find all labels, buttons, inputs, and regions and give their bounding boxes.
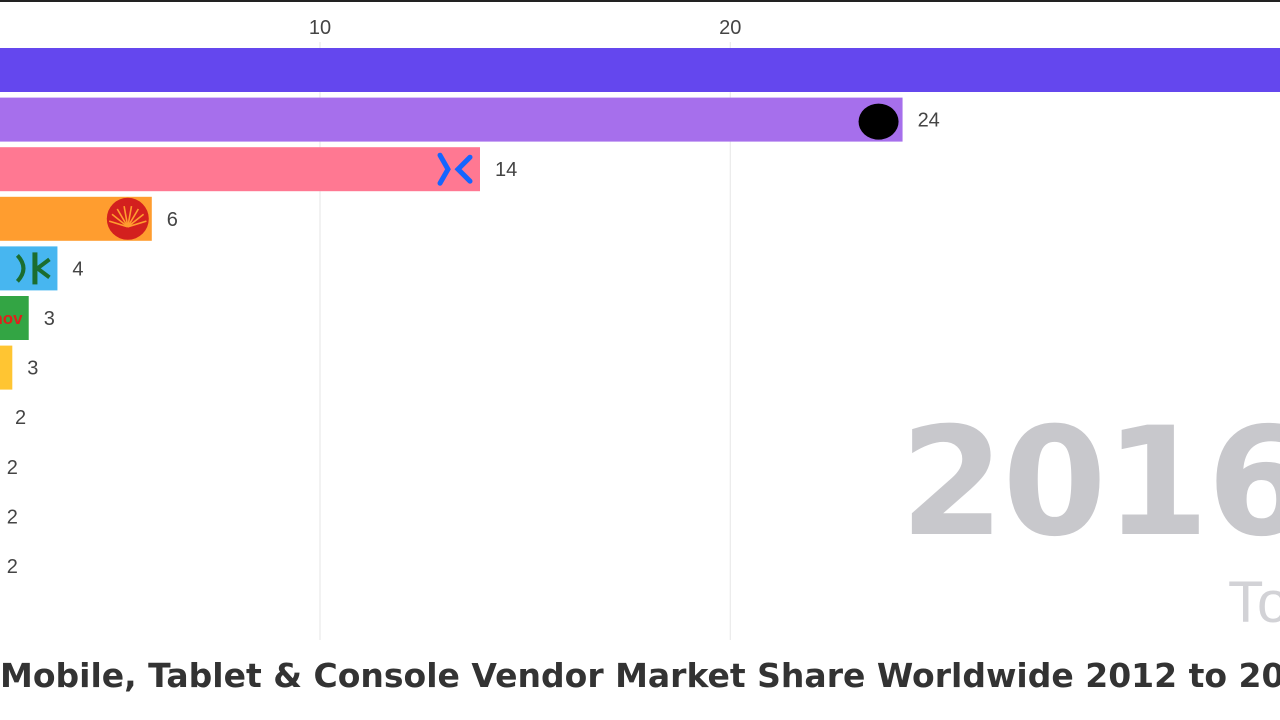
value-label-6: 3: [44, 308, 55, 330]
huawei-icon-ray: [127, 208, 140, 228]
bar-group-1: [0, 48, 1280, 92]
value-label-3: 14: [495, 159, 517, 181]
top-border: [0, 0, 1280, 2]
value-label-11: 2: [7, 556, 18, 578]
huawei-icon-ray: [111, 213, 129, 228]
bar-group-8: 2: [15, 407, 26, 429]
x-tick-label-10: 10: [309, 17, 331, 39]
huawei-icon-ray: [127, 206, 133, 227]
bar-group-2: 24: [0, 97, 940, 142]
xiaomi-icon: [437, 152, 451, 186]
huawei-icon-ray: [127, 213, 145, 228]
period-label: 2016-: [900, 396, 1280, 570]
vendor-glyph-icon: [15, 254, 26, 283]
huawei-icon-ray: [116, 208, 129, 228]
value-label-10: 2: [7, 506, 18, 528]
huawei-icon: [106, 197, 149, 240]
bar-group-10: 2: [7, 506, 18, 528]
huawei-icon-ray: [127, 220, 147, 228]
bar-group-4: 6: [0, 196, 178, 241]
huawei-icon-ray: [108, 220, 129, 228]
lenovo-icon: enov: [0, 309, 23, 328]
huawei-icon-ray: [123, 206, 129, 227]
value-label-9: 2: [7, 457, 18, 479]
bar-6: [0, 296, 29, 340]
bar-group-11: 2: [7, 556, 18, 578]
vendor-glyph-icon-arms: [36, 257, 51, 279]
chart-title: Mobile, Tablet & Console Vendor Market S…: [0, 656, 1280, 695]
value-label-5: 4: [72, 258, 83, 280]
bar-3: [0, 147, 480, 192]
apple-icon: [858, 103, 899, 140]
period-sub-label: To: [1228, 570, 1280, 635]
value-label-7: 3: [27, 358, 38, 380]
bar-5: [0, 246, 58, 291]
bar-1: [0, 48, 1280, 92]
x-tick-label-20: 20: [719, 17, 741, 39]
xiaomi-icon-part: [454, 154, 473, 184]
bar-2: [0, 97, 903, 142]
bar-group-9: 2: [7, 457, 18, 479]
bar-group-7: 3: [0, 345, 38, 390]
bar-7: [0, 345, 13, 390]
bar-group-5: 4: [0, 246, 84, 291]
value-label-2: 24: [918, 110, 940, 132]
vendor-glyph-icon-stem: [32, 252, 38, 285]
value-label-4: 6: [167, 209, 178, 231]
value-label-8: 2: [15, 407, 26, 429]
bar-group-3: 14: [0, 147, 517, 192]
bar-group-6: enov 3: [0, 296, 55, 340]
